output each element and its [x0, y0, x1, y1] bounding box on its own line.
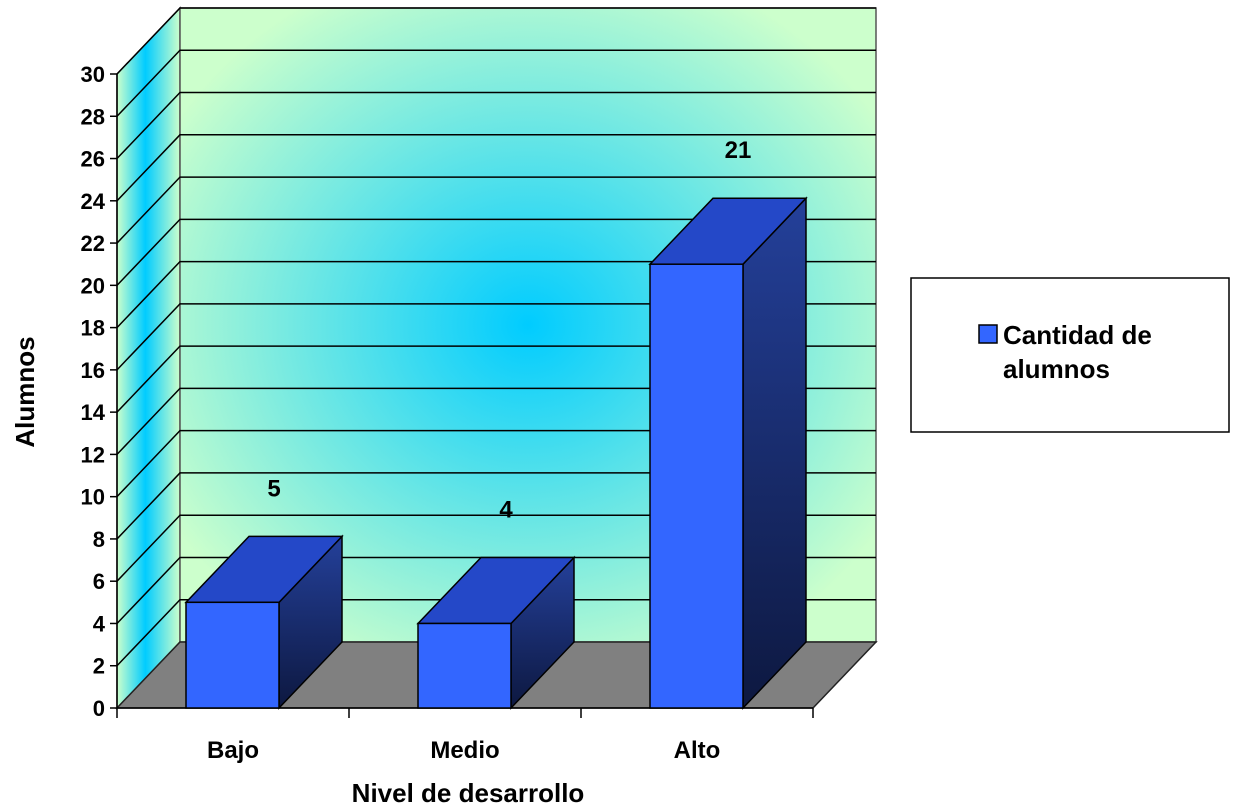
- bar: [184, 534, 344, 710]
- gridline: [116, 598, 876, 667]
- bar-front: [417, 622, 512, 709]
- gridline: [116, 134, 876, 202]
- gridline: [116, 387, 876, 455]
- y-tick-label: 0: [93, 696, 105, 721]
- data-label: 21: [725, 137, 752, 164]
- legend-label-line-2: alumnos: [1003, 354, 1110, 384]
- y-tick-label: 22: [81, 231, 105, 256]
- legend: Cantidad de alumnos: [910, 277, 1230, 433]
- y-tick-label: 28: [81, 104, 105, 129]
- y-tick-label: 30: [81, 62, 105, 87]
- side-wall: [116, 6, 181, 710]
- y-tick-label: 14: [81, 400, 106, 425]
- y-tick-label: 4: [93, 611, 106, 636]
- data-label: 5: [267, 475, 280, 502]
- y-axis-title: Alumnos: [10, 336, 40, 447]
- y-tick-label: 26: [81, 147, 105, 172]
- gridline: [116, 556, 876, 624]
- y-tick-label: 24: [81, 189, 106, 214]
- data-label: 4: [499, 496, 513, 523]
- legend-box: [910, 277, 1230, 433]
- x-tick-label: Alto: [674, 737, 721, 764]
- bar-side: [742, 196, 807, 710]
- y-tick-label: 18: [81, 316, 105, 341]
- gridline: [116, 218, 876, 286]
- gridline: [116, 472, 876, 540]
- x-axis-title: Nivel de desarrollo: [352, 778, 585, 808]
- gridline: [116, 260, 876, 329]
- data-labels: 5 4 21: [267, 137, 751, 523]
- legend-swatch: [978, 324, 998, 344]
- gridline: [116, 429, 876, 498]
- y-tick-label: 10: [81, 485, 105, 510]
- gridline: [116, 514, 876, 582]
- gridline: [116, 176, 876, 244]
- gridlines: [116, 7, 876, 667]
- legend-label-line-1: Cantidad de: [1003, 320, 1152, 350]
- gridline: [116, 303, 876, 371]
- y-tick-label: 8: [93, 527, 105, 552]
- x-axis: Bajo Medio Alto: [116, 707, 814, 764]
- gridline: [116, 49, 876, 117]
- y-tick-label: 16: [81, 358, 105, 383]
- bar: [648, 196, 808, 710]
- gridline: [116, 91, 876, 160]
- x-tick-label: Bajo: [207, 737, 259, 764]
- x-tick-label: Medio: [430, 737, 499, 764]
- y-tick-label: 20: [81, 273, 105, 298]
- bar: [416, 555, 576, 710]
- y-tick-label: 12: [81, 442, 105, 467]
- gridline: [116, 345, 876, 413]
- bars: [184, 196, 808, 710]
- y-tick-label: 6: [93, 569, 105, 594]
- bar-front: [185, 601, 280, 709]
- y-tick-label: 2: [93, 654, 105, 679]
- bar-front: [649, 263, 744, 709]
- gridline: [116, 7, 876, 75]
